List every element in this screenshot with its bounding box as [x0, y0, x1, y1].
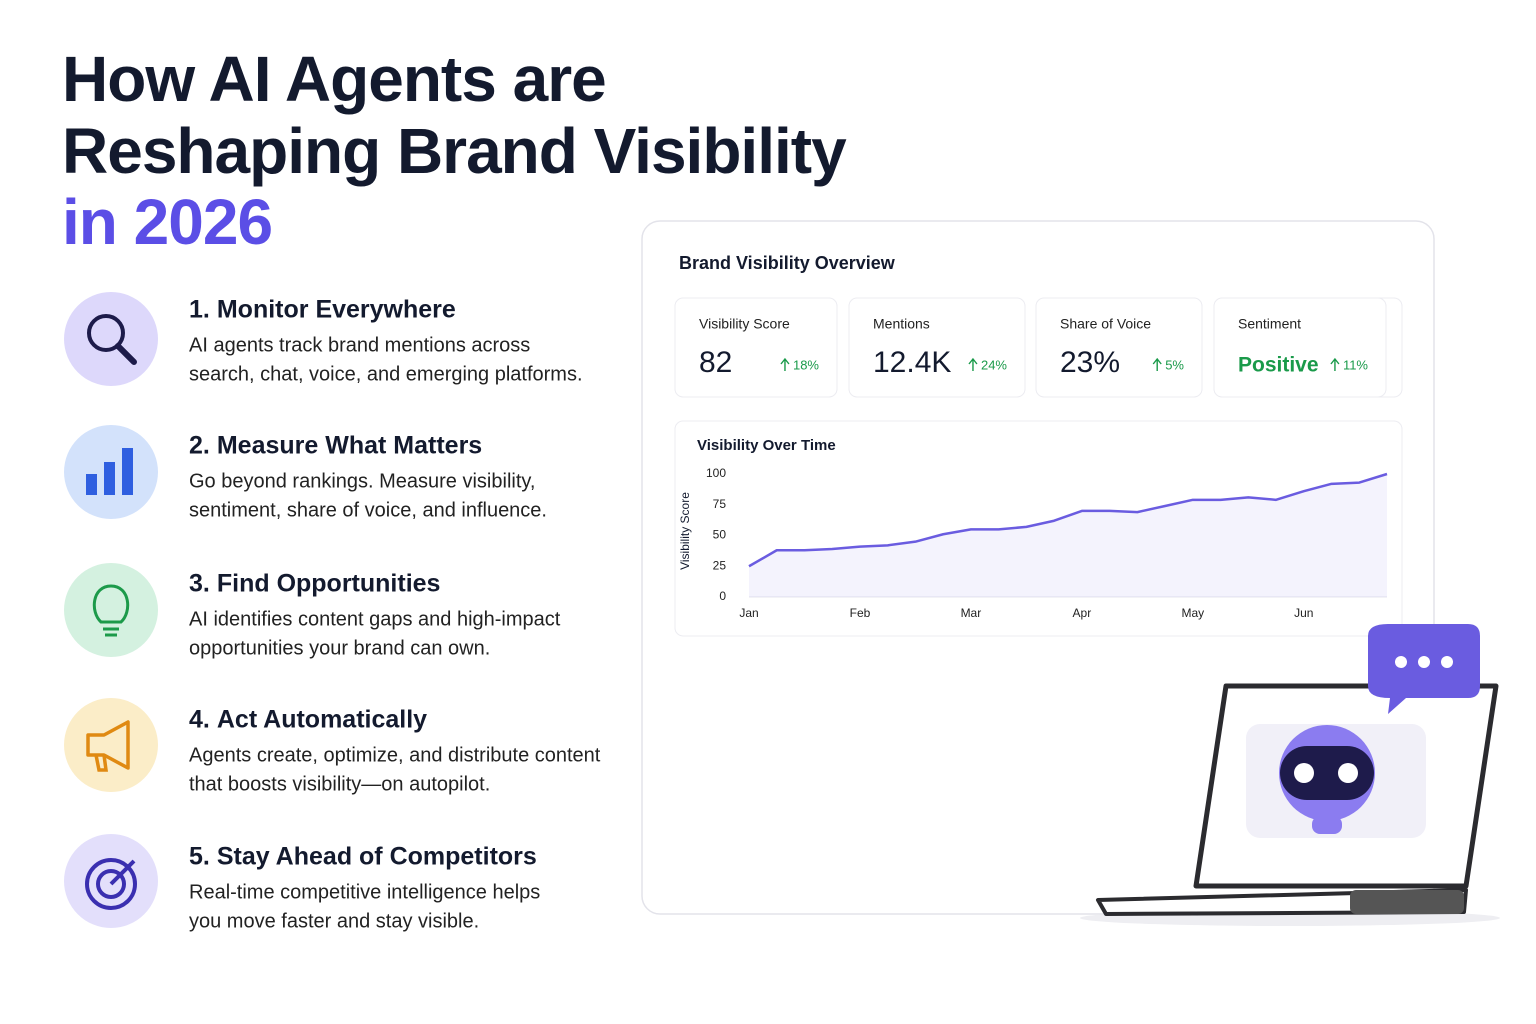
x-tick-label: Mar [961, 606, 982, 620]
feature-desc: that boosts visibility—on autopilot. [189, 773, 490, 795]
feature-title: Monitor Everywhere [217, 296, 456, 324]
feature-title: Stay Ahead of Competitors [217, 843, 537, 871]
icon-chart [64, 425, 158, 519]
x-tick-label: Jun [1294, 606, 1313, 620]
metric-card [1035, 297, 1203, 398]
metric-value: Positive [1238, 354, 1319, 377]
change-arrow [1330, 357, 1340, 371]
y-tick-label: 25 [713, 558, 727, 572]
feature-title: Act Automatically [217, 706, 427, 734]
feature-number: 5. [189, 843, 210, 871]
icon-bulb [64, 563, 158, 657]
feature-number: 4. [189, 706, 210, 734]
metric-change: 18% [793, 357, 819, 372]
feature-title: Find Opportunities [217, 570, 441, 598]
feature-desc: search, chat, voice, and emerging platfo… [189, 363, 583, 385]
feature-number: 2. [189, 432, 210, 460]
metric-change: 24% [981, 357, 1007, 372]
feature-desc: sentiment, share of voice, and influence… [189, 499, 547, 521]
metric-value: 23% [1060, 346, 1120, 379]
metric-label: Sentiment [1238, 316, 1301, 332]
feature-desc: AI identifies content gaps and high-impa… [189, 608, 561, 630]
area-fill [749, 474, 1387, 597]
icon-target [64, 834, 158, 928]
change-arrow [1152, 357, 1162, 371]
title-line: in 2026 [62, 186, 272, 258]
y-tick-label: 0 [719, 589, 726, 603]
title-line: How AI Agents are [62, 43, 606, 115]
x-tick-label: Jan [739, 606, 758, 620]
icon-megaphone [64, 698, 158, 792]
y-tick-label: 50 [713, 528, 727, 542]
feature-number: 3. [189, 570, 210, 598]
chart-title: Visibility Over Time [697, 437, 836, 454]
feature-desc: Real-time competitive intelligence helps [189, 881, 540, 903]
metric-label: Share of Voice [1060, 316, 1151, 332]
robot-illustration [1080, 624, 1500, 926]
title-line: Reshaping Brand Visibility [62, 115, 847, 187]
feature-desc: Agents create, optimize, and distribute … [189, 744, 601, 766]
metric-value: 12.4K [873, 346, 951, 379]
y-axis-label: Visibility Score [678, 492, 692, 570]
feature-desc: you move faster and stay visible. [189, 910, 479, 932]
feature-desc: Go beyond rankings. Measure visibility, [189, 470, 535, 492]
metric-card [848, 297, 1026, 398]
metric-card [674, 297, 838, 398]
y-tick-label: 75 [713, 497, 727, 511]
metric-value: 82 [699, 346, 732, 379]
y-tick-label: 100 [706, 466, 726, 480]
icon-search [64, 292, 158, 386]
metric-change: 5% [1165, 357, 1184, 372]
metric-change: 11% [1343, 357, 1368, 372]
data-line [748, 472, 1388, 568]
change-arrow [780, 357, 790, 371]
feature-number: 1. [189, 296, 210, 324]
x-tick-label: Apr [1073, 606, 1092, 620]
feature-desc: AI agents track brand mentions across [189, 334, 530, 356]
metric-card [1213, 297, 1387, 398]
metric-label: Visibility Score [699, 316, 790, 332]
chart-card [674, 420, 1403, 637]
feature-desc: opportunities your brand can own. [189, 637, 490, 659]
dashboard-title: Brand Visibility Overview [679, 253, 896, 273]
feature-title: Measure What Matters [217, 432, 482, 460]
metric-label: Mentions [873, 316, 930, 332]
x-tick-label: Feb [850, 606, 871, 620]
x-tick-label: May [1181, 606, 1204, 620]
change-arrow [968, 357, 978, 371]
